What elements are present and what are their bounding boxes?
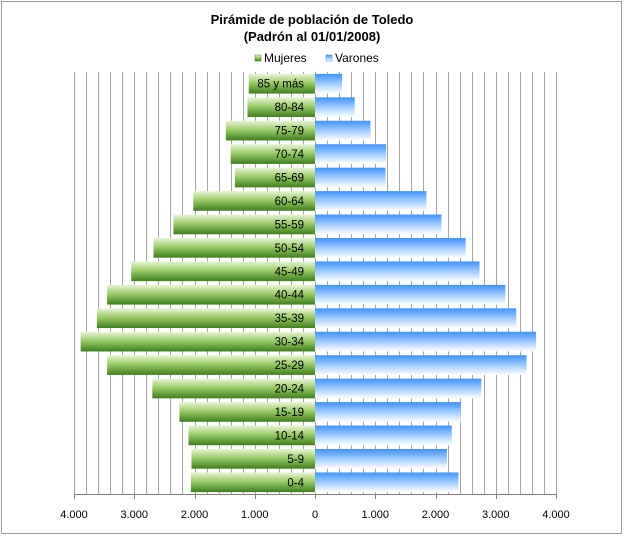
- bar-mujeres-2: [225, 120, 315, 141]
- bar-mujeres-7: [153, 237, 315, 258]
- category-label: 85 y más: [257, 79, 304, 91]
- legend-label-varones: Varones: [335, 51, 379, 65]
- bars: [80, 73, 537, 493]
- category-label: 5-9: [287, 454, 304, 466]
- legend-swatch-mujeres: [254, 54, 262, 62]
- category-label: 25-29: [275, 360, 304, 372]
- bar-varones-12: [315, 355, 527, 375]
- bar-varones-15: [315, 425, 452, 446]
- bar-mujeres-15: [188, 425, 315, 446]
- category-label: 60-64: [275, 196, 305, 208]
- bar-mujeres-14: [179, 402, 315, 422]
- category-labels: 85 y más 80-84 75-79 70-74 65-69 60-64 55-59 50…: [257, 79, 304, 490]
- bar-varones-17: [315, 472, 459, 493]
- category-label: 80-84: [275, 102, 305, 114]
- bar-varones-9: [315, 284, 506, 305]
- bar-varones-13: [315, 378, 482, 399]
- x-tick-label: 4.000: [542, 509, 570, 521]
- chart-title: Pirámide de población de Toledo: [211, 12, 414, 27]
- bar-mujeres-3: [230, 144, 315, 164]
- x-tick-label: 1.000: [361, 509, 389, 521]
- bar-mujeres-10: [96, 308, 316, 329]
- bar-varones-2: [315, 120, 371, 141]
- x-tick-label: 3.000: [120, 509, 148, 521]
- x-tick-label: 3.000: [482, 509, 510, 521]
- x-tick-label: 1.000: [241, 509, 269, 521]
- bar-varones-14: [315, 402, 461, 422]
- bar-varones-3: [315, 144, 387, 164]
- bar-varones-4: [315, 167, 386, 188]
- bar-mujeres-13: [152, 378, 315, 399]
- category-label: 75-79: [275, 126, 304, 138]
- category-label: 30-34: [275, 337, 305, 349]
- chart-subtitle: (Padrón al 01/01/2008): [244, 29, 381, 44]
- legend-swatch-varones: [325, 54, 333, 62]
- x-tick-label: 2.000: [181, 509, 209, 521]
- category-label: 55-59: [275, 219, 304, 231]
- bar-mujeres-17: [190, 472, 315, 493]
- category-label: 10-14: [275, 430, 305, 442]
- bar-mujeres-4: [234, 167, 315, 188]
- x-tick-label: 2.000: [422, 509, 450, 521]
- bar-varones-5: [315, 191, 427, 211]
- bar-varones-11: [315, 331, 537, 352]
- category-label: 50-54: [275, 243, 305, 255]
- bar-mujeres-8: [131, 261, 315, 282]
- x-tick-label: 4.000: [60, 509, 88, 521]
- category-label: 35-39: [275, 313, 304, 325]
- legend-label-mujeres: Mujeres: [264, 51, 307, 65]
- bar-mujeres-0: [248, 73, 315, 94]
- category-label: 20-24: [275, 384, 305, 396]
- gridlines: [74, 72, 557, 495]
- category-label: 15-19: [275, 407, 304, 419]
- category-label: 65-69: [275, 173, 304, 185]
- bar-mujeres-6: [173, 214, 315, 235]
- bar-varones-1: [315, 97, 355, 118]
- category-label: 40-44: [275, 290, 305, 302]
- bar-varones-0: [315, 73, 343, 94]
- legend: Mujeres Varones: [254, 51, 379, 65]
- category-label: 45-49: [275, 266, 304, 278]
- bar-varones-6: [315, 214, 442, 235]
- bar-varones-8: [315, 261, 480, 282]
- x-axis: 4.000 3.000 2.000 1.000 0 1.000 2.000 3.000 4.00…: [60, 494, 570, 521]
- category-label: 0-4: [287, 477, 304, 489]
- bar-mujeres-1: [247, 97, 315, 118]
- bar-mujeres-12: [107, 355, 315, 375]
- x-tick-label: 0: [312, 509, 318, 521]
- bar-mujeres-5: [193, 191, 315, 211]
- bar-varones-7: [315, 237, 466, 258]
- bar-varones-16: [315, 448, 447, 469]
- bar-mujeres-16: [191, 448, 315, 469]
- category-label: 70-74: [275, 149, 305, 161]
- bar-mujeres-9: [107, 284, 315, 305]
- bar-mujeres-11: [80, 331, 315, 352]
- bar-varones-10: [315, 308, 517, 329]
